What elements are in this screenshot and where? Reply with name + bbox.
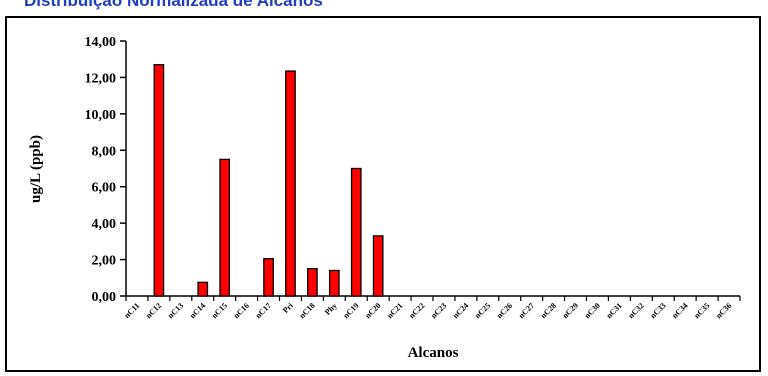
- x-tick-label: nC14: [188, 301, 207, 320]
- x-tick-label: nC11: [122, 301, 141, 320]
- chart-title: Distribuição Normalizada de Alcanos: [24, 0, 323, 10]
- x-tick-label: nC18: [298, 301, 317, 320]
- x-tick-label: nC22: [407, 301, 426, 320]
- bar: [153, 64, 165, 297]
- bar: [350, 167, 362, 297]
- x-tick-label: nC13: [166, 301, 185, 320]
- x-tick-label: nC19: [341, 301, 360, 320]
- y-tick-label: 6,00: [92, 181, 117, 196]
- bar: [197, 281, 209, 297]
- x-tick-label: nC28: [539, 301, 558, 320]
- y-tick-label: 8,00: [92, 144, 117, 159]
- y-tick-label: 4,00: [92, 217, 117, 232]
- y-tick-label: 10,00: [85, 108, 117, 123]
- x-tick-label: nC20: [363, 301, 382, 320]
- bar: [285, 70, 296, 297]
- chart-frame: [5, 16, 761, 372]
- x-tick-label: nC34: [670, 301, 689, 320]
- y-tick-label: 12,00: [85, 71, 117, 86]
- x-tick-label: nC15: [210, 301, 229, 320]
- x-tick-label: nC25: [473, 301, 492, 320]
- y-axis-label: ug/L (ppb): [28, 135, 44, 203]
- bar: [263, 258, 274, 297]
- y-tick-label: 14,00: [85, 35, 117, 50]
- x-tick-label: Pri: [281, 301, 295, 315]
- x-tick-label: nC26: [495, 301, 514, 320]
- x-tick-label: nC36: [714, 301, 733, 320]
- x-tick-label: nC30: [583, 301, 602, 320]
- bar: [219, 158, 231, 297]
- x-tick-label: nC16: [232, 301, 251, 320]
- x-axis-label: Alcanos: [408, 345, 459, 361]
- x-tick-label: nC32: [626, 301, 645, 320]
- x-tick-label: nC24: [451, 301, 470, 320]
- x-tick-label: nC35: [692, 301, 711, 320]
- y-tick-label: 0,00: [92, 290, 117, 305]
- x-tick-label: nC17: [254, 301, 273, 320]
- x-tick-label: nC23: [429, 301, 448, 320]
- bar: [328, 269, 340, 297]
- x-tick-label: nC12: [144, 301, 163, 320]
- x-tick-label: nC31: [605, 301, 624, 320]
- x-tick-label: nC29: [561, 301, 580, 320]
- x-tick-label: nC27: [517, 301, 536, 320]
- bar: [372, 235, 384, 297]
- x-tick-label: Phy: [323, 301, 339, 317]
- y-tick-label: 2,00: [92, 254, 117, 269]
- x-tick-label: nC21: [385, 301, 404, 320]
- bar: [307, 268, 318, 297]
- x-tick-label: nC33: [648, 301, 667, 320]
